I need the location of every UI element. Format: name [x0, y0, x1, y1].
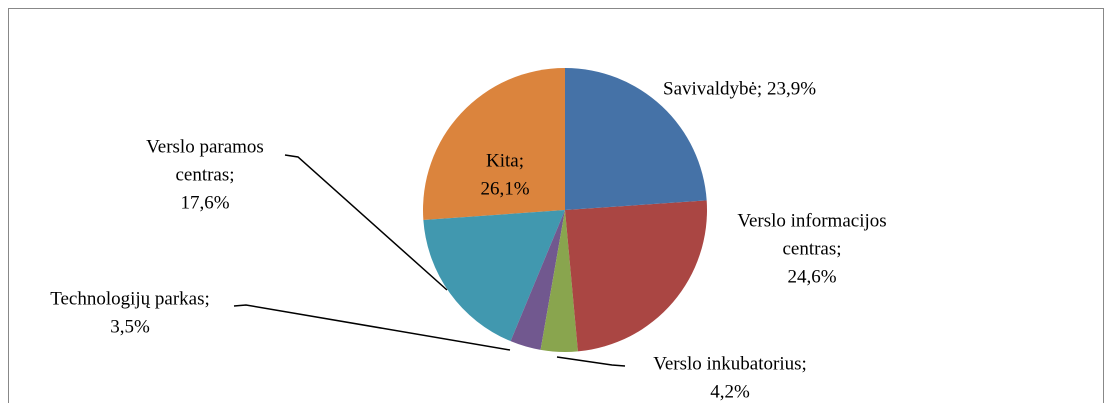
data-label: 17,6%	[180, 192, 229, 213]
data-label: Verslo inkubatorius;	[653, 353, 807, 374]
data-label: 26,1%	[480, 178, 529, 199]
data-label: centras;	[175, 164, 234, 185]
data-label: Technologijų parkas;	[50, 288, 210, 309]
pie-slice	[565, 68, 707, 210]
data-label: 24,6%	[787, 266, 836, 287]
pie-slice	[565, 200, 707, 352]
data-label: Kita;	[486, 150, 524, 171]
pie-slice	[423, 210, 565, 342]
leader-line	[556, 356, 626, 367]
data-label: 3,5%	[110, 316, 150, 337]
pie-slice	[423, 68, 565, 221]
data-label: centras;	[782, 238, 841, 259]
data-label: Savivaldybė; 23,9%	[663, 78, 816, 99]
leader-line	[233, 304, 511, 351]
data-label: Verslo informacijos	[737, 210, 886, 231]
leader-line	[284, 154, 448, 291]
pie-slice	[510, 210, 565, 350]
data-label: 4,2%	[710, 381, 750, 402]
pie-slice	[540, 210, 578, 352]
data-label: Verslo paramos	[146, 136, 264, 157]
